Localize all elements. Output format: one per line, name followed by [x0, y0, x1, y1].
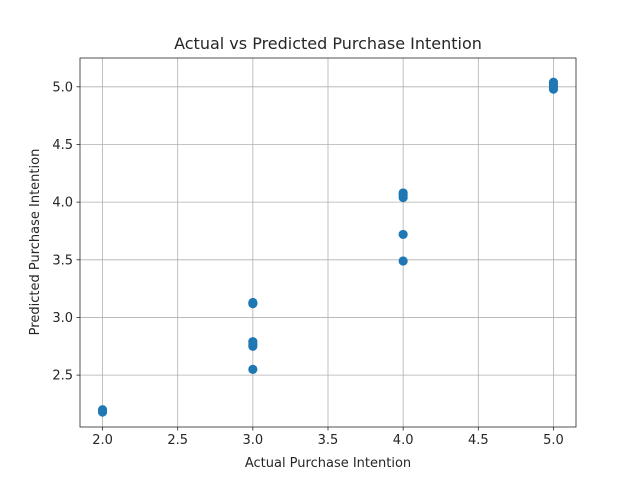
data-point — [548, 77, 559, 87]
data-point — [398, 188, 408, 198]
data-point — [248, 364, 258, 374]
y-tick-label: 4.5 — [52, 138, 73, 153]
data-points — [97, 77, 559, 417]
x-tick-label: 4.5 — [468, 433, 489, 448]
y-tick-label: 3.5 — [52, 253, 73, 268]
y-tick-label: 4.0 — [52, 196, 73, 211]
x-tick-label: 3.5 — [318, 433, 339, 448]
y-tick-label: 3.0 — [52, 311, 73, 326]
x-tick-label: 3.0 — [243, 433, 264, 448]
y-axis-label: Predicted Purchase Intention — [28, 149, 43, 336]
axis-ticks: 2.0 2.5 3.0 3.5 4.0 4.5 5.0 2.5 3.0 3.5 4.0 4.5 5.0 — [52, 80, 563, 448]
data-point — [398, 229, 408, 240]
data-point — [97, 405, 108, 415]
grid-lines — [80, 58, 576, 427]
y-tick-label: 5.0 — [52, 80, 73, 95]
data-point — [398, 256, 408, 266]
y-tick-label: 2.5 — [52, 369, 73, 384]
x-tick-label: 5.0 — [543, 433, 564, 448]
data-point — [248, 337, 258, 347]
data-point — [248, 297, 258, 308]
x-tick-label: 4.0 — [393, 433, 414, 448]
x-tick-label: 2.0 — [92, 433, 113, 448]
chart-title: Actual vs Predicted Purchase Intention — [174, 34, 482, 53]
x-axis-label: Actual Purchase Intention — [245, 456, 411, 471]
x-tick-label: 2.5 — [167, 433, 188, 448]
